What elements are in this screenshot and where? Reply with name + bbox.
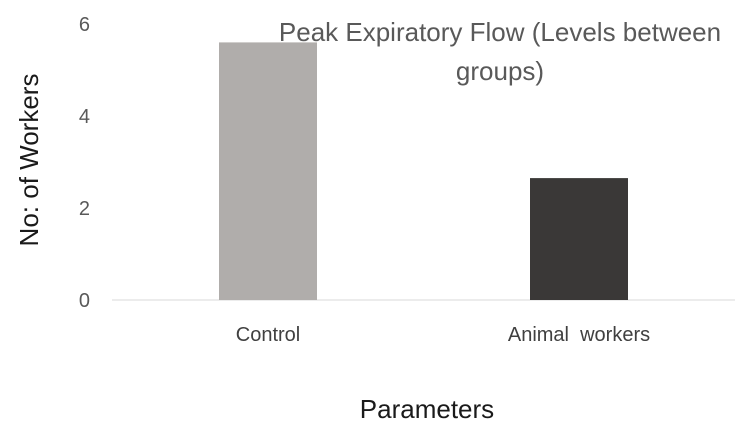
x-axis-categories: Control Animal workers — [236, 324, 650, 346]
chart-title-line-1: Peak Expiratory Flow (Levels between — [279, 17, 721, 47]
bars — [219, 42, 628, 301]
x-axis-title: Parameters — [360, 394, 494, 424]
bar-animal-workers — [530, 178, 628, 300]
y-tick-label: 4 — [79, 106, 90, 128]
y-tick-label: 2 — [79, 198, 90, 220]
y-axis-ticks: 0 2 4 6 — [79, 14, 90, 312]
x-category-label: Animal workers — [508, 324, 650, 346]
y-tick-label: 0 — [79, 290, 90, 312]
x-category-label: Control — [236, 324, 300, 346]
y-axis-title: No: of Workers — [14, 74, 44, 247]
chart-title-line-2: groups) — [456, 56, 544, 86]
bar-control — [219, 42, 317, 301]
y-tick-label: 6 — [79, 14, 90, 36]
